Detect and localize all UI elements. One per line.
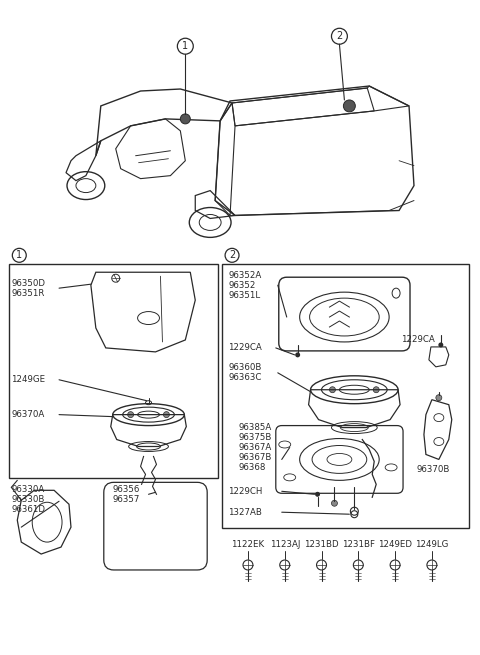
Text: 96350D: 96350D [12, 278, 45, 288]
Text: 96385A: 96385A [238, 423, 271, 432]
Text: 96356: 96356 [113, 485, 140, 494]
Text: 1229CA: 1229CA [401, 335, 435, 345]
Circle shape [164, 411, 169, 418]
Circle shape [315, 492, 320, 496]
Text: 96367A: 96367A [238, 443, 271, 452]
Circle shape [332, 500, 337, 506]
Text: 1: 1 [16, 250, 23, 260]
Text: 96357: 96357 [113, 495, 140, 504]
Text: 1249ED: 1249ED [378, 540, 412, 549]
Text: 1327AB: 1327AB [228, 508, 262, 517]
Text: 1: 1 [182, 41, 188, 51]
Text: 96352: 96352 [228, 281, 255, 290]
Text: 96370A: 96370A [12, 410, 45, 419]
Text: 2: 2 [229, 250, 235, 260]
Text: 96351R: 96351R [12, 289, 45, 297]
Text: 1249LG: 1249LG [415, 540, 449, 549]
Text: 1229CA: 1229CA [228, 343, 262, 352]
Text: 96363C: 96363C [228, 373, 262, 383]
Text: 1123AJ: 1123AJ [270, 540, 300, 549]
Circle shape [128, 411, 133, 418]
Text: 96352A: 96352A [228, 271, 261, 280]
Bar [222, 264, 468, 528]
Text: 96361D: 96361D [12, 505, 45, 514]
Text: 96330A: 96330A [12, 485, 45, 494]
Circle shape [436, 395, 442, 401]
Text: 2: 2 [336, 31, 343, 41]
Circle shape [438, 343, 444, 347]
Circle shape [373, 386, 379, 393]
Text: 96375B: 96375B [238, 433, 271, 442]
Text: 96367B: 96367B [238, 453, 271, 462]
Text: 96330B: 96330B [12, 495, 45, 504]
Text: 96370B: 96370B [417, 465, 450, 474]
Circle shape [343, 100, 355, 112]
Text: 1249GE: 1249GE [12, 375, 46, 384]
Circle shape [295, 352, 300, 358]
Text: 1229CH: 1229CH [228, 487, 263, 496]
Circle shape [329, 386, 336, 393]
Text: 96368: 96368 [238, 463, 265, 472]
Text: 1231BF: 1231BF [342, 540, 375, 549]
Bar [9, 264, 218, 478]
Circle shape [180, 114, 190, 124]
Text: 1122EK: 1122EK [231, 540, 264, 549]
Text: 96360B: 96360B [228, 364, 262, 372]
Text: 96351L: 96351L [228, 291, 260, 299]
Text: 1231BD: 1231BD [304, 540, 339, 549]
